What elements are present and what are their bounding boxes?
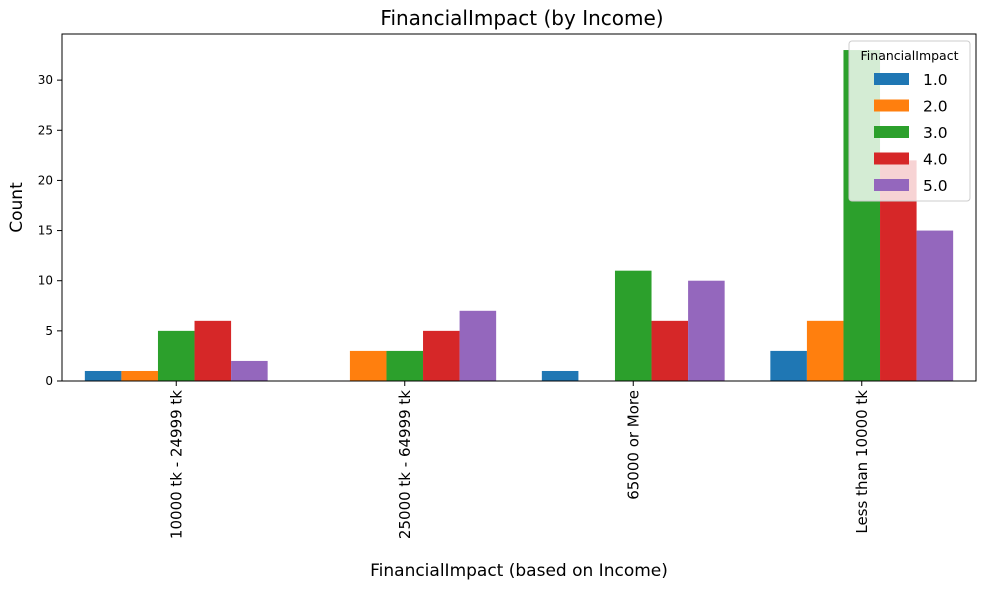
legend-label-3-0: 3.0: [923, 124, 948, 142]
y-tick-label: 10: [38, 274, 53, 288]
legend-label-1-0: 1.0: [923, 71, 948, 89]
bar-3-0-cat-2: [614, 270, 652, 381]
bar-3-0-cat-0: [157, 330, 195, 381]
bar-4-0-cat-1: [423, 330, 460, 381]
bar-1-0-cat-2: [541, 370, 579, 381]
legend-box: [848, 40, 971, 202]
legend: FinancialImpact 1.0 2.0 3.0 4.0 5.0: [848, 40, 971, 202]
bar-5-0-cat-1: [459, 310, 497, 381]
x-tick-label: 65000 or More: [624, 390, 642, 500]
bar-5-0-cat-0: [231, 360, 268, 381]
bar-3-0-cat-1: [386, 350, 424, 381]
bar-5-0-cat-2: [688, 280, 725, 381]
bar-2-0-cat-1: [349, 350, 387, 381]
legend-label-5-0: 5.0: [923, 177, 948, 195]
ticks-group: 0 5 10 15 20 25 30 10000 tk - 24999 tk 25000 tk …: [38, 73, 871, 539]
y-tick-label: 0: [45, 374, 53, 388]
y-tick-label: 30: [38, 73, 53, 87]
bar-4-0-cat-0: [194, 320, 232, 381]
y-axis-label: Count: [7, 182, 27, 233]
legend-swatch-1-0: [874, 73, 909, 85]
plot-frame: [61, 33, 977, 382]
bar-2-0-cat-3: [806, 320, 844, 381]
chart-title: FinancialImpact (by Income): [380, 6, 663, 30]
y-tick-label: 15: [38, 224, 53, 238]
legend-swatch-2-0: [874, 99, 909, 112]
legend-items: 1.0 2.0 3.0 4.0 5.0: [874, 71, 948, 195]
x-tick-label: 25000 tk - 64999 tk: [396, 390, 414, 539]
bar-1-0-cat-0: [84, 370, 122, 381]
legend-label-4-0: 4.0: [923, 151, 948, 169]
legend-label-2-0: 2.0: [923, 98, 948, 116]
bar-5-0-cat-3: [916, 230, 954, 381]
x-tick-label: Less than 10000 tk: [853, 390, 871, 534]
bar-2-0-cat-0: [121, 370, 158, 381]
bar-1-0-cat-3: [770, 350, 807, 381]
x-axis-label: FinancialImpact (based on Income): [370, 561, 668, 581]
bar-4-0-cat-2: [651, 320, 689, 381]
y-tick-label: 5: [45, 324, 53, 338]
legend-swatch-3-0: [874, 126, 909, 138]
y-tick-label: 20: [38, 173, 53, 187]
y-tick-label: 25: [38, 123, 53, 137]
legend-swatch-4-0: [874, 152, 909, 165]
legend-swatch-5-0: [874, 179, 909, 191]
bars-group: [84, 50, 954, 382]
x-tick-label: 10000 tk - 24999 tk: [167, 390, 185, 539]
legend-title: FinancialImpact: [861, 48, 959, 63]
